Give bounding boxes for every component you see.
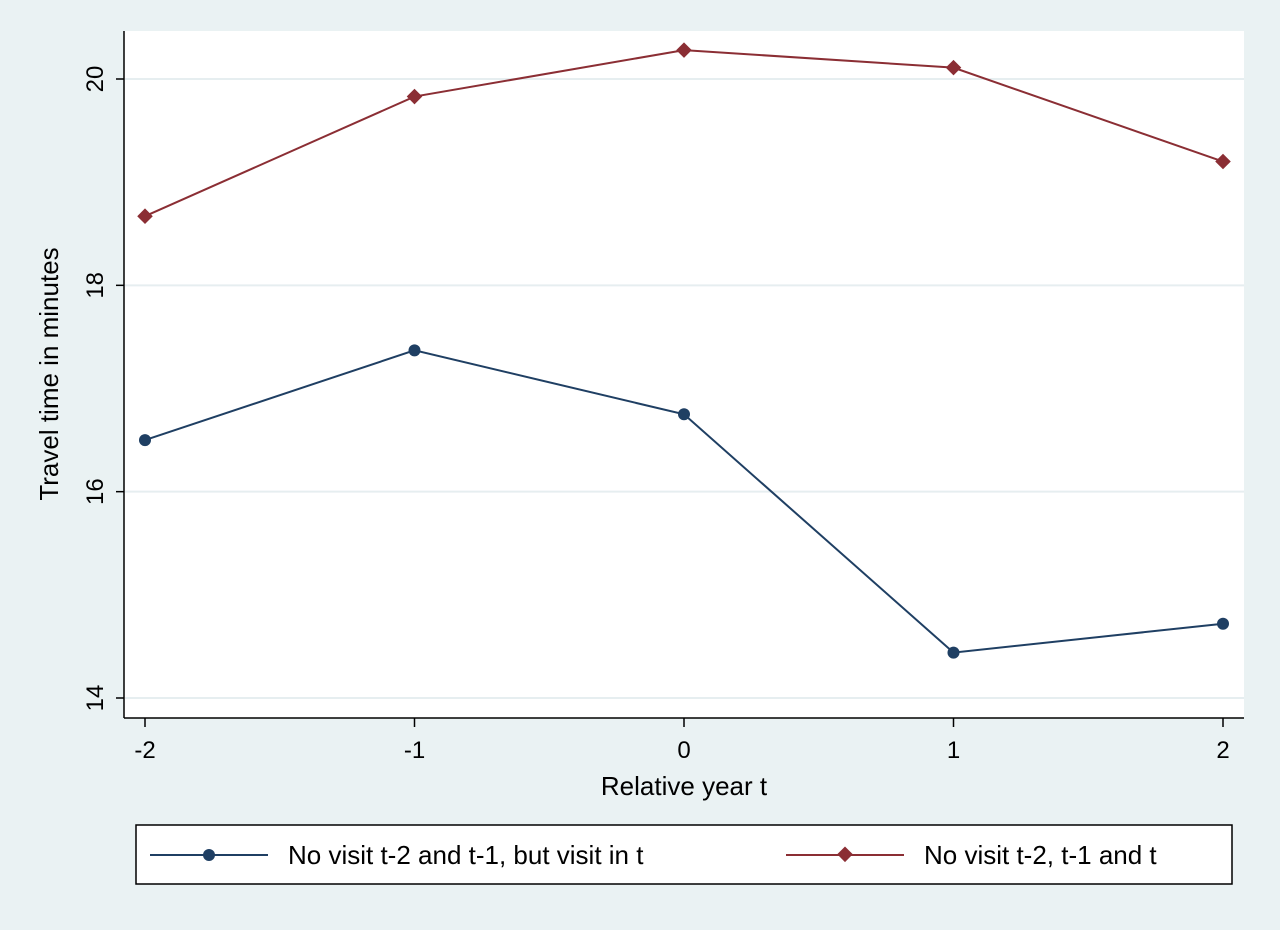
y-tick-label-2: 18 (82, 272, 109, 299)
legend-marker-series-2 (837, 846, 853, 863)
x-axis-title: Relative year t (601, 771, 768, 801)
x-ticks: -2 -1 0 1 2 (134, 718, 1230, 764)
y-tick-label-1: 16 (82, 478, 109, 505)
series-1-point-0 (139, 434, 151, 447)
gridlines (125, 78, 1244, 699)
legend-box (135, 824, 1233, 885)
legend-label-series-1: No visit t-2 and t-1, but visit in t (288, 840, 644, 870)
y-axis-title: Travel time in minutes (34, 247, 64, 500)
x-tick-label-3: 1 (947, 737, 960, 764)
series-1-point-1 (408, 344, 421, 357)
data-series (137, 42, 1231, 659)
y-tick-label-0: 14 (82, 685, 109, 712)
plot-region (124, 31, 1244, 718)
y-ticks: 14 16 18 20 (82, 66, 124, 712)
series-1-point-3 (947, 646, 960, 659)
series-1-point-2 (678, 408, 690, 421)
x-tick-label-2: 0 (677, 737, 690, 764)
x-tick-label-0: -2 (134, 737, 155, 764)
legend-label-series-2: No visit t-2, t-1 and t (924, 840, 1157, 870)
series-2-point-4 (1215, 153, 1231, 170)
legend-marker-series-1 (203, 849, 215, 861)
y-tick-label-3: 20 (82, 66, 109, 93)
legend: No visit t-2 and t-1, but visit in t No … (135, 824, 1233, 885)
series-1-point-4 (1217, 617, 1229, 630)
series-2-point-0 (137, 208, 153, 224)
x-tick-label-1: -1 (404, 737, 425, 764)
x-tick-label-4: 2 (1216, 737, 1229, 764)
